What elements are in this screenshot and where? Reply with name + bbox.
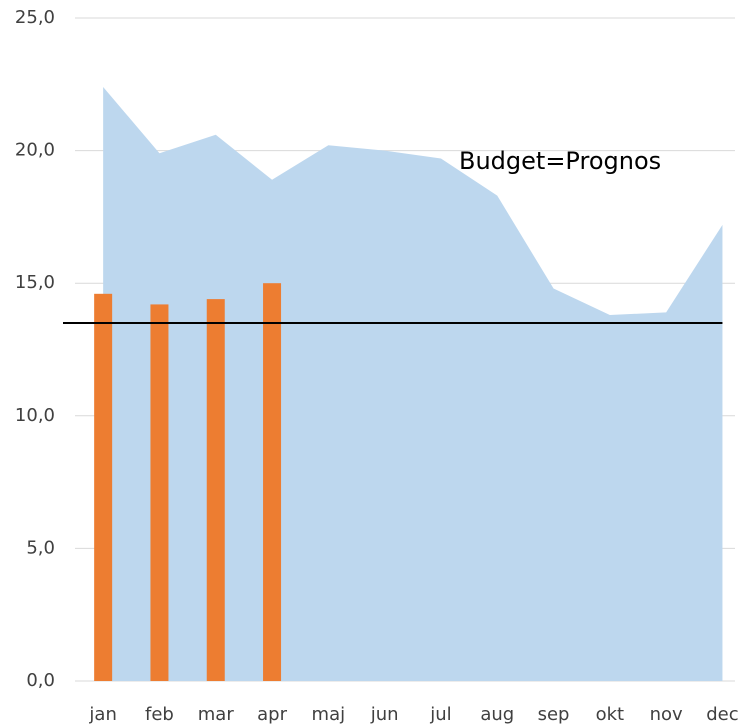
annotation: Budget=Prognos [459, 147, 661, 175]
x-tick-label: okt [596, 704, 625, 725]
x-tick-label: jun [370, 704, 399, 725]
bar [206, 299, 225, 681]
y-tick-label: 15,0 [15, 272, 55, 293]
y-tick-label: 25,0 [15, 7, 55, 28]
area [103, 86, 723, 681]
y-tick-label: 20,0 [15, 140, 55, 161]
x-tick-label: sep [538, 704, 570, 725]
bar [94, 293, 113, 681]
x-tick-label: apr [257, 704, 287, 725]
x-tick-label: jul [429, 704, 451, 725]
y-tick-label: 0,0 [26, 670, 55, 691]
x-tick-label: aug [480, 704, 514, 725]
bar [150, 304, 169, 681]
x-tick-label: nov [650, 704, 683, 725]
x-tick-label: feb [145, 704, 174, 725]
x-tick-label: dec [706, 704, 738, 725]
x-tick-label: mar [198, 704, 235, 725]
y-tick-label: 10,0 [15, 405, 55, 426]
x-tick-label: jan [88, 704, 116, 725]
bar [263, 283, 282, 681]
x-tick-label: maj [312, 704, 346, 725]
y-tick-label: 5,0 [26, 537, 55, 558]
